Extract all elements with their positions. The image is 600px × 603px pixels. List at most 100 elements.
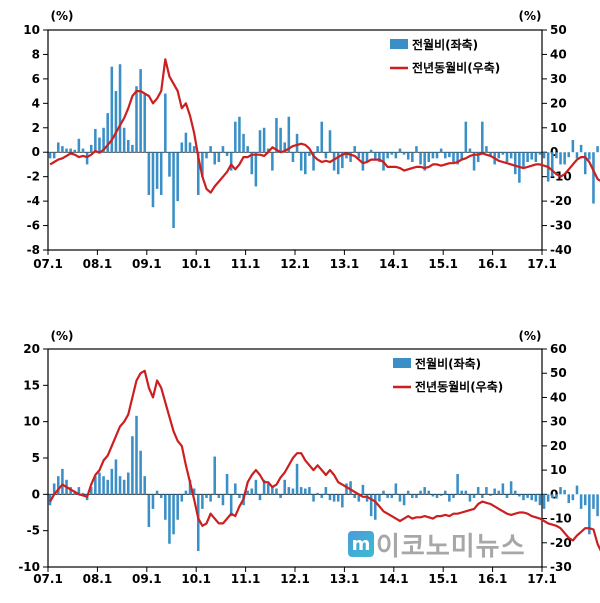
y-right-unit: (%) [519, 329, 542, 343]
bar [497, 490, 501, 495]
x-tick-label: 11.1 [231, 257, 261, 271]
bar [258, 494, 262, 501]
bar [328, 130, 332, 153]
bar [106, 113, 109, 153]
bar [546, 494, 550, 502]
bar [596, 146, 599, 153]
x-tick-label: 16.1 [478, 572, 508, 586]
bar [316, 146, 319, 153]
bar [394, 483, 398, 495]
y-left-tick-label: 0 [32, 487, 40, 501]
bar [501, 152, 505, 155]
bar [312, 494, 315, 502]
bar [476, 152, 480, 162]
bar [262, 127, 266, 153]
bar [460, 152, 464, 160]
x-tick-label: 07.1 [33, 572, 63, 586]
bar [221, 146, 225, 153]
bar [61, 468, 64, 495]
bar [563, 152, 566, 165]
bar [448, 152, 451, 158]
chart-top: -8 -6 -4 -2 0 2 4 6 8 10 -40 -30 -20 -10 0 10 20 30 40 50 (%… [0, 0, 600, 290]
bar [489, 494, 492, 496]
bar [61, 146, 64, 153]
bar [349, 152, 352, 162]
bar [205, 152, 208, 159]
bar [308, 152, 311, 156]
y-right-tick-label: -30 [550, 219, 572, 233]
y-left-tick-label: 2 [32, 121, 40, 135]
bar [394, 152, 398, 159]
bar [398, 148, 402, 153]
bar [147, 494, 151, 528]
bar [118, 476, 122, 495]
bar [452, 494, 455, 498]
bar [332, 494, 336, 502]
bar [439, 148, 443, 153]
bar [57, 476, 60, 495]
bar [460, 490, 464, 495]
bar [85, 152, 89, 165]
bar [258, 130, 262, 153]
bar [225, 152, 229, 156]
y-right-tick-label: -30 [550, 560, 572, 574]
bar [336, 152, 340, 175]
y-left-tick-label: 8 [32, 47, 40, 61]
bar [229, 494, 233, 517]
bar [571, 140, 575, 153]
y-right-tick-label: 10 [550, 463, 567, 477]
bar [266, 148, 270, 153]
bar [443, 490, 447, 495]
bar [555, 494, 558, 499]
y-left-tick-label: 10 [23, 23, 40, 37]
bar [509, 152, 513, 159]
bar [151, 152, 155, 208]
bar [555, 152, 558, 159]
bar [468, 494, 472, 502]
bar [373, 494, 377, 520]
legend-line-label: 전년동월비(우축) [412, 60, 500, 75]
bar [151, 494, 155, 509]
bar [386, 494, 389, 498]
bar [250, 488, 254, 495]
bar [172, 152, 175, 228]
bar [390, 152, 394, 155]
x-tick-label: 15.1 [428, 572, 458, 586]
bar [168, 494, 171, 544]
x-tick-label: 12.1 [280, 572, 310, 586]
bar [209, 146, 212, 153]
bar [106, 479, 109, 495]
bar [299, 152, 303, 171]
bar [131, 144, 134, 153]
y-left-tick-label: -10 [18, 560, 40, 574]
legend-bar-label: 전월비(좌축) [415, 356, 481, 371]
y-right-tick-label: 50 [550, 366, 567, 380]
bar [217, 494, 221, 498]
bar [497, 152, 501, 159]
bar [172, 494, 175, 535]
x-tick-label: 09.1 [132, 572, 162, 586]
bar [567, 152, 571, 158]
bar [456, 152, 459, 165]
bar [493, 488, 496, 495]
x-tick-label: 08.1 [83, 572, 113, 586]
bar [501, 483, 505, 495]
bar [52, 152, 56, 159]
bar [443, 152, 447, 159]
watermark-text: 이코노미뉴스 [376, 531, 526, 562]
bar [176, 494, 179, 520]
bar [122, 127, 126, 153]
y-left-tick-label: -2 [27, 170, 40, 184]
bar [526, 152, 529, 162]
x-tick-label: 09.1 [132, 257, 162, 271]
bar [201, 152, 204, 177]
bar [126, 472, 130, 495]
x-tick-label: 16.1 [478, 257, 508, 271]
bar [221, 494, 225, 506]
bar [118, 64, 122, 153]
x-tick-label: 07.1 [33, 257, 63, 271]
x-tick-label: 17.1 [527, 572, 557, 586]
y-right-tick-label: 0 [550, 145, 558, 159]
bar [110, 468, 114, 495]
bar [299, 487, 303, 495]
